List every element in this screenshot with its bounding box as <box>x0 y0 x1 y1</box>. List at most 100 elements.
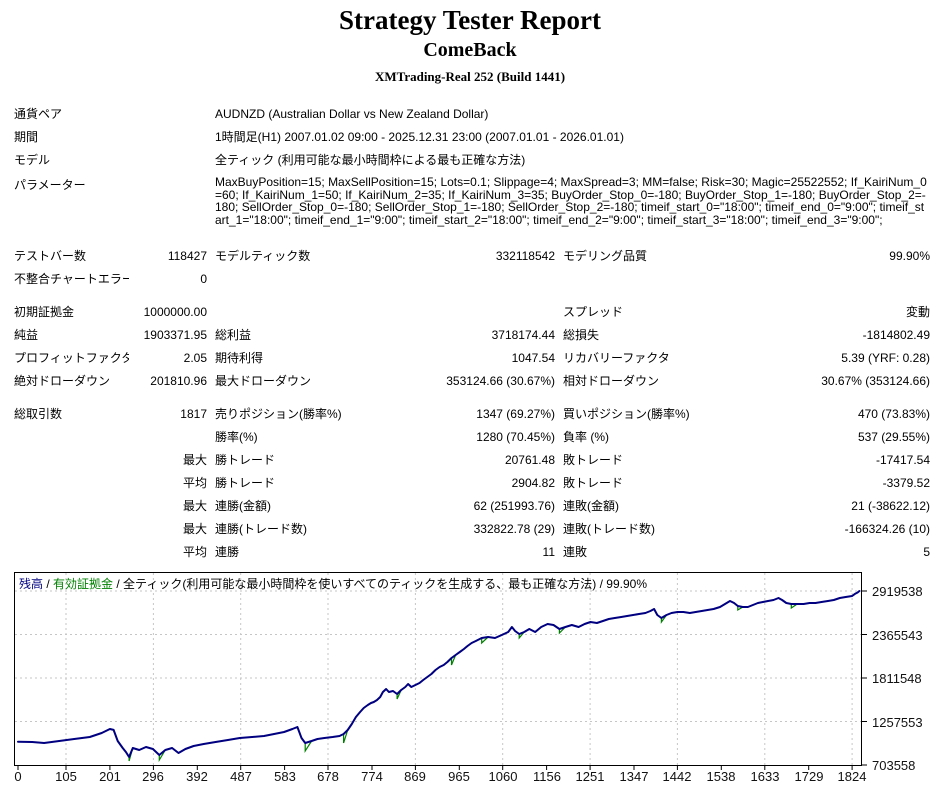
x-axis-label: 1156 <box>533 769 561 784</box>
stat-value <box>129 425 207 448</box>
legend-separator: / <box>43 577 54 591</box>
stat-value: 201810.96 <box>150 373 207 388</box>
stat-label: 負率 (%) <box>563 430 609 444</box>
legend-equity: 有効証拠金 <box>53 577 114 591</box>
stats-row: 初期証拠金 1000000.00 スプレッド 変動 <box>14 300 930 323</box>
stat-label <box>207 267 387 290</box>
x-axis-label: 774 <box>361 769 383 784</box>
x-axis-label: 869 <box>404 769 426 784</box>
stat-label: 初期証拠金 <box>14 305 75 319</box>
results-table: テストバー数 118427 モデルティック数 332118542 モデリング品質 99.9… <box>14 244 930 563</box>
stat-label: 勝率(%) <box>215 430 258 444</box>
stat-value: -1814802.49 <box>862 327 930 342</box>
stat-label: 連勝(トレード数) <box>215 522 307 536</box>
stat-label: プロフィットファクタ <box>14 351 129 365</box>
stat-value: 470 (73.83%) <box>857 406 930 421</box>
stat-label: 勝トレード <box>215 453 276 467</box>
info-label: 期間 <box>14 130 39 144</box>
stat-value: -166324.26 (10) <box>844 521 930 536</box>
row-spacer <box>14 392 930 402</box>
legend-balance: 残高 <box>19 577 44 591</box>
stat-label: 最大ドローダウン <box>215 374 312 388</box>
stat-value: 353124.66 (30.67%) <box>446 373 555 388</box>
info-label: 通貨ペア <box>14 107 63 121</box>
stat-value: 変動 <box>905 305 930 319</box>
info-row-model: モデル 全ティック (利用可能な最小時間枠による最も正確な方法) <box>14 148 930 171</box>
stat-label: 相対ドローダウン <box>563 374 660 388</box>
stat-value: 20761.48 <box>504 452 555 467</box>
x-axis-label: 1824 <box>837 769 867 784</box>
stats-row: テストバー数 118427 モデルティック数 332118542 モデリング品質 99.9… <box>14 244 930 267</box>
stat-value: 2.05 <box>183 350 207 365</box>
stats-row: 不整合チャートエラー 0 <box>14 267 930 290</box>
stat-label: 純益 <box>14 328 39 342</box>
stats-row: プロフィットファクタ 2.05 期待利得 1047.54 リカバリーファクタ 5.39 (… <box>14 346 930 369</box>
stat-value: 平均 <box>182 545 207 559</box>
info-value: MaxBuyPosition=15; MaxSellPosition=15; L… <box>215 175 927 227</box>
stat-label: 総利益 <box>215 328 252 342</box>
stat-value: 11 <box>542 544 555 559</box>
stat-value: 1347 (69.27%) <box>476 406 555 421</box>
stats-row: 勝率(%) 1280 (70.45%) 負率 (%) 537 (29.55%) <box>14 425 930 448</box>
y-axis-label: 1257553 <box>872 715 923 730</box>
stats-row: 絶対ドローダウン 201810.96 最大ドローダウン 353124.66 (30.6… <box>14 369 930 392</box>
stat-label: 連敗(金額) <box>563 499 619 513</box>
stat-value <box>387 300 555 323</box>
stats-row: 平均 勝トレード 2904.82 敗トレード -3379.52 <box>14 471 930 494</box>
stat-label <box>207 300 387 323</box>
stat-label: モデリング品質 <box>563 249 648 263</box>
y-axis-label: 1811548 <box>872 671 922 686</box>
y-axis-label: 2919538 <box>872 584 923 599</box>
stat-value: 1047.54 <box>511 350 555 365</box>
stat-value: 5.39 (YRF: 0.28) <box>841 350 930 365</box>
stat-value: 1280 (70.45%) <box>476 429 555 444</box>
x-axis-label: 1060 <box>488 769 518 784</box>
stat-value: 2904.82 <box>511 475 555 490</box>
x-axis-label: 1633 <box>750 769 780 784</box>
info-value: AUDNZD (Australian Dollar vs New Zealand… <box>215 106 489 121</box>
x-axis-label: 1251 <box>575 769 605 784</box>
stat-value: 332118542 <box>495 248 555 263</box>
stat-label: テストバー数 <box>14 249 87 263</box>
stats-row: 最大 勝トレード 20761.48 敗トレード -17417.54 <box>14 448 930 471</box>
info-label: モデル <box>14 153 51 167</box>
x-axis-label: 0 <box>14 769 22 784</box>
info-row-parameters: パラメーター MaxBuyPosition=15; MaxSellPositio… <box>14 171 930 232</box>
stats-row: 最大 連勝(トレード数) 332822.78 (29) 連敗(トレード数) -16632… <box>14 517 930 540</box>
stat-label: 総損失 <box>563 328 600 342</box>
stat-label <box>14 540 129 563</box>
stat-label: 敗トレード <box>563 453 624 467</box>
stat-label: 期待利得 <box>215 351 264 365</box>
y-axis-label: 2365543 <box>872 628 923 643</box>
x-axis-label: 201 <box>99 769 121 784</box>
info-label: パラメーター <box>14 178 86 192</box>
stat-value: 537 (29.55%) <box>857 429 930 444</box>
info-value: 全ティック (利用可能な最小時間枠による最も正確な方法) <box>215 153 526 167</box>
stat-label: 敗トレード <box>563 476 624 490</box>
stat-value: 1817 <box>180 406 207 421</box>
expert-name: ComeBack <box>423 39 517 61</box>
stats-row: 最大 連勝(金額) 62 (251993.76) 連敗(金額) 21 (-38622.1… <box>14 494 930 517</box>
stat-value: 62 (251993.76) <box>473 498 555 513</box>
stat-value: 30.67% (353124.66) <box>821 373 930 388</box>
stat-value: 最大 <box>182 522 207 536</box>
x-axis-label: 1442 <box>662 769 692 784</box>
stat-value: 1000000.00 <box>143 304 207 319</box>
stats-row: 総取引数 1817 売りポジション(勝率%) 1347 (69.27%) 買いポジション… <box>14 402 930 425</box>
stat-value: 平均 <box>182 476 207 490</box>
x-axis-label: 392 <box>186 769 208 784</box>
test-info-table: 通貨ペア AUDNZD (Australian Dollar vs New Ze… <box>14 102 930 232</box>
stat-label: 連敗(トレード数) <box>563 522 655 536</box>
server-build: XMTrading-Real 252 (Build 1441) <box>374 69 566 84</box>
balance-chart: 残高 / 有効証拠金 / 全ティック(利用可能な最小時間枠を使いすべてのティック… <box>0 572 940 787</box>
stat-label: モデルティック数 <box>215 249 311 263</box>
stat-value: 3718174.44 <box>491 327 555 342</box>
stat-label <box>555 267 742 290</box>
x-axis-label: 1347 <box>619 769 649 784</box>
x-axis-label: 583 <box>274 769 296 784</box>
x-axis-label: 487 <box>230 769 252 784</box>
y-axis-label: 703558 <box>872 758 916 773</box>
stat-value: -3379.52 <box>882 475 930 490</box>
stat-label: 連勝 <box>215 545 240 559</box>
stats-row: 純益 1903371.95 総利益 3718174.44 総損失 -1814802.49 <box>14 323 930 346</box>
